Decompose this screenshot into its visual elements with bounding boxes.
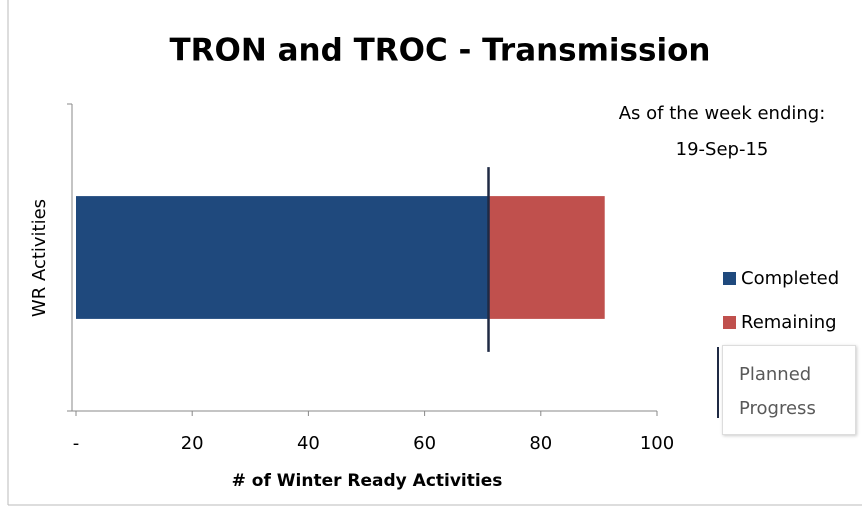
x-tick-label: 80 xyxy=(529,433,552,454)
legend-swatch xyxy=(723,272,736,285)
x-tick-label: - xyxy=(73,433,80,454)
legend-label: Planned Progress xyxy=(739,364,816,419)
legend-label: Remaining xyxy=(741,312,837,333)
annotation: As of the week ending: xyxy=(619,103,826,124)
x-axis-label: # of Winter Ready Activities xyxy=(232,471,503,491)
y-axis-label: WR Activities xyxy=(29,199,50,317)
legend-planned-box: Planned Progress xyxy=(722,345,856,435)
x-tick-label: 100 xyxy=(640,433,674,454)
chart-title: TRON and TROC - Transmission xyxy=(170,33,711,69)
x-tick-label: 60 xyxy=(413,433,436,454)
legend-swatch xyxy=(723,316,736,329)
bar xyxy=(488,196,605,319)
x-tick-label: 20 xyxy=(181,433,204,454)
bar xyxy=(76,196,489,319)
x-tick-label: 40 xyxy=(297,433,320,454)
annotation: 19-Sep-15 xyxy=(676,139,769,160)
legend-label: Completed xyxy=(741,268,839,289)
